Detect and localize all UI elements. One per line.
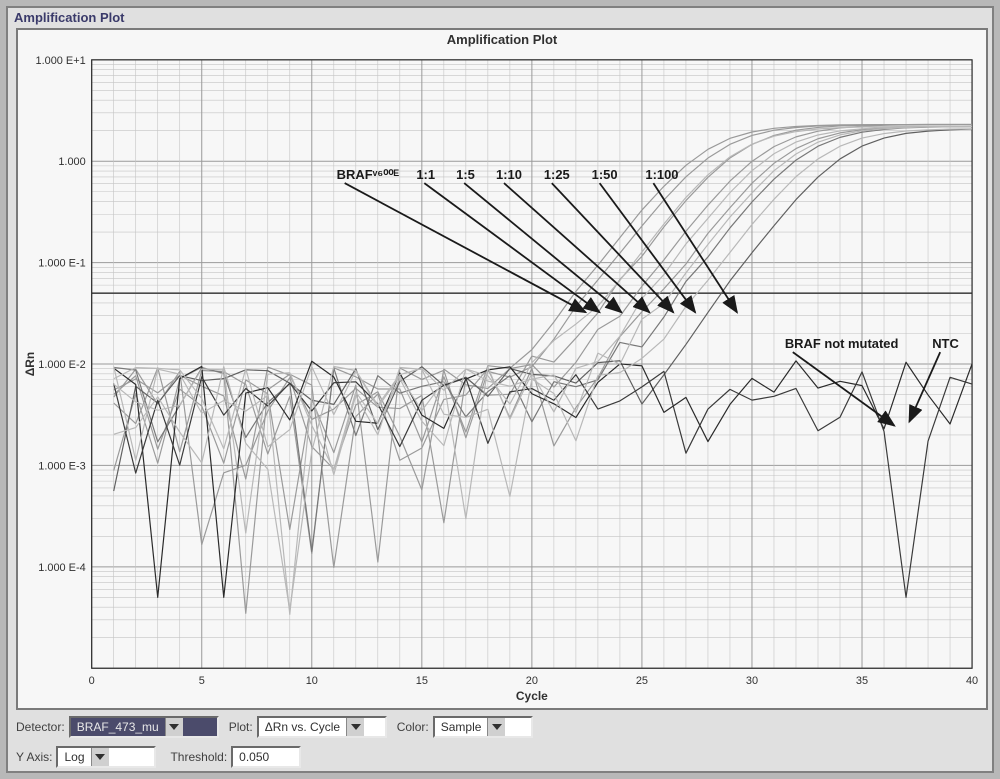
svg-text:5: 5 xyxy=(199,675,205,687)
chevron-down-icon[interactable] xyxy=(346,718,364,736)
svg-text:15: 15 xyxy=(416,675,428,687)
svg-text:BRAFᵛ⁶⁰⁰ᴱ: BRAFᵛ⁶⁰⁰ᴱ xyxy=(337,167,400,182)
color-combo[interactable]: Sample xyxy=(433,716,533,738)
svg-text:Cycle: Cycle xyxy=(516,689,548,703)
detector-value: BRAF_473_mu xyxy=(71,720,165,734)
svg-text:NTC: NTC xyxy=(932,336,959,351)
threshold-input[interactable]: 0.050 xyxy=(231,746,301,768)
svg-text:20: 20 xyxy=(526,675,538,687)
svg-text:1:10: 1:10 xyxy=(496,167,522,182)
yaxis-value: Log xyxy=(58,750,90,764)
plot-area: Amplification Plot 1.000 E-41.000 E-31.0… xyxy=(16,28,988,710)
detector-combo[interactable]: BRAF_473_mu xyxy=(69,716,219,738)
controls-row-1: Detector: BRAF_473_mu Plot: ΔRn vs. Cycl… xyxy=(16,714,988,740)
yaxis-label: Y Axis: xyxy=(16,750,52,764)
svg-text:30: 30 xyxy=(746,675,758,687)
svg-text:ΔRn: ΔRn xyxy=(23,352,37,376)
svg-text:25: 25 xyxy=(636,675,648,687)
svg-text:10: 10 xyxy=(306,675,318,687)
svg-text:1:5: 1:5 xyxy=(456,167,475,182)
svg-text:1:50: 1:50 xyxy=(592,167,618,182)
plot-type-value: ΔRn vs. Cycle xyxy=(259,720,346,734)
svg-text:1.000 E-2: 1.000 E-2 xyxy=(38,359,85,371)
plot-type-combo[interactable]: ΔRn vs. Cycle xyxy=(257,716,387,738)
yaxis-combo[interactable]: Log xyxy=(56,746,156,768)
svg-text:1.000 E-3: 1.000 E-3 xyxy=(38,460,85,472)
chevron-down-icon[interactable] xyxy=(165,718,183,736)
plot-type-label: Plot: xyxy=(229,720,253,734)
svg-text:40: 40 xyxy=(966,675,978,687)
amplification-plot-panel: Amplification Plot ? Amplification Plot … xyxy=(6,6,994,773)
controls-row-2: Y Axis: Log Threshold: 0.050 xyxy=(16,744,988,770)
amplification-plot-svg: 1.000 E-4 1.000 E-3 1.000 E-2 1.000 E-1 1.00… xyxy=(18,30,986,708)
svg-text:1.000 E-4: 1.000 E-4 xyxy=(38,562,85,574)
svg-text:1:100: 1:100 xyxy=(645,167,678,182)
svg-text:1:1: 1:1 xyxy=(416,167,435,182)
svg-text:35: 35 xyxy=(856,675,868,687)
chevron-down-icon[interactable] xyxy=(487,718,505,736)
plot-controls: Detector: BRAF_473_mu Plot: ΔRn vs. Cycl… xyxy=(16,714,988,770)
svg-text:BRAF not mutated: BRAF not mutated xyxy=(785,336,899,351)
svg-text:0: 0 xyxy=(89,675,95,687)
color-label: Color: xyxy=(397,720,429,734)
detector-label: Detector: xyxy=(16,720,65,734)
color-value: Sample xyxy=(435,720,488,734)
threshold-value: 0.050 xyxy=(239,750,269,764)
svg-text:1.000: 1.000 xyxy=(58,156,85,168)
threshold-label: Threshold: xyxy=(170,750,227,764)
svg-text:1:25: 1:25 xyxy=(544,167,570,182)
svg-text:1.000 E+1: 1.000 E+1 xyxy=(35,55,85,67)
chevron-down-icon[interactable] xyxy=(91,748,109,766)
panel-title: Amplification Plot xyxy=(14,10,125,25)
svg-text:1.000 E-1: 1.000 E-1 xyxy=(38,258,85,270)
